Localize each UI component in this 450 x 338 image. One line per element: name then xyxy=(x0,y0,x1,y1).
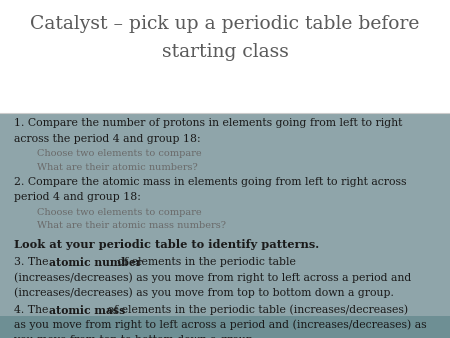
Text: Catalyst – pick up a periodic table before: Catalyst – pick up a periodic table befo… xyxy=(30,15,420,33)
Text: 2. Compare the atomic mass in elements going from left to right across: 2. Compare the atomic mass in elements g… xyxy=(14,177,406,187)
Text: (increases/decreases) as you move from top to bottom down a group.: (increases/decreases) as you move from t… xyxy=(14,287,393,298)
Text: What are their atomic numbers?: What are their atomic numbers? xyxy=(37,163,198,172)
Text: period 4 and group 18:: period 4 and group 18: xyxy=(14,192,140,202)
Text: 3. The: 3. The xyxy=(14,257,51,267)
Text: atomic mass: atomic mass xyxy=(49,305,125,316)
Text: 1. Compare the number of protons in elements going from left to right: 1. Compare the number of protons in elem… xyxy=(14,118,402,128)
Text: Choose two elements to compare: Choose two elements to compare xyxy=(37,208,202,217)
Text: What are their atomic mass numbers?: What are their atomic mass numbers? xyxy=(37,221,226,230)
Text: across the period 4 and group 18:: across the period 4 and group 18: xyxy=(14,134,200,144)
Text: Choose two elements to compare: Choose two elements to compare xyxy=(37,149,202,158)
Text: atomic number: atomic number xyxy=(49,257,141,268)
Text: 4. The: 4. The xyxy=(14,305,51,315)
Text: as you move from right to left across a period and (increases/decreases) as: as you move from right to left across a … xyxy=(14,320,426,330)
Text: (increases/decreases) as you move from right to left across a period and: (increases/decreases) as you move from r… xyxy=(14,272,411,283)
Circle shape xyxy=(211,102,239,124)
Text: Look at your periodic table to identify patterns.: Look at your periodic table to identify … xyxy=(14,239,319,250)
Text: of elements in the periodic table: of elements in the periodic table xyxy=(114,257,296,267)
Text: of elements in the periodic table (increases/decreases): of elements in the periodic table (incre… xyxy=(104,305,408,315)
Text: starting class: starting class xyxy=(162,43,288,62)
Text: you move from top to bottom down a group.: you move from top to bottom down a group… xyxy=(14,335,256,338)
